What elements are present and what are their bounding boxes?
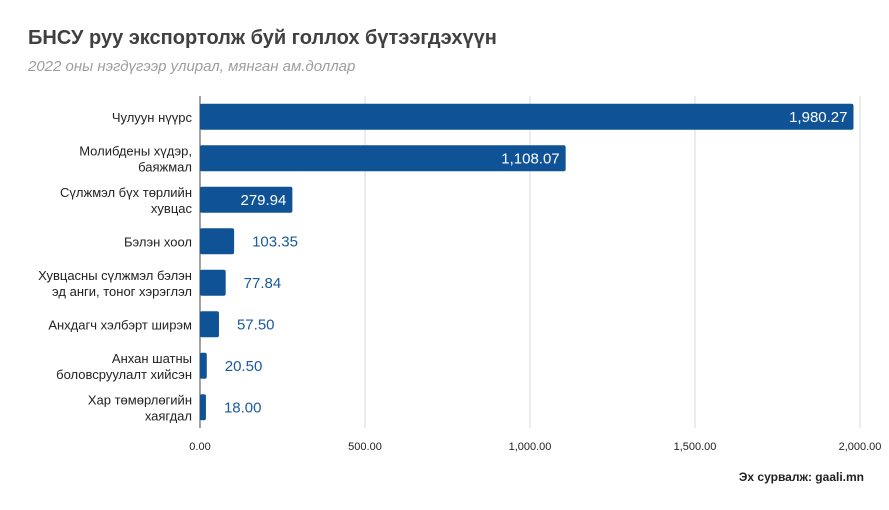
- bar-value-label: 279.94: [240, 192, 286, 209]
- bar-value-label: 1,108.07: [501, 150, 559, 167]
- category-label-line: боловсруулалт хийсэн: [56, 367, 192, 382]
- bar: [200, 311, 219, 338]
- bar: [200, 228, 235, 255]
- category-label-line: Молибдены хүдэр,: [79, 143, 192, 158]
- category-label-line: эд анги, тоног хэрэглэл: [52, 284, 192, 299]
- category-label: Хар төмөрлөгийн хаягдал: [88, 392, 192, 423]
- category-label-line: Хар төмөрлөгийн: [88, 392, 192, 407]
- bar-value-label: 103.35: [252, 233, 298, 250]
- bars: 1,980.27 1,108.07 279.94 103.35 77.84 57.50 20…: [200, 103, 854, 421]
- category-label-line: Сүлжмэл бүх төрлийн: [60, 185, 192, 200]
- x-axis-ticks: 0.00 500.00 1,000.00 1,500.00 2,000.00: [189, 441, 881, 453]
- category-label: Чулуун нүүрс: [112, 110, 193, 125]
- category-labels: Чулуун нүүрс Молибдены хүдэр, баяжмал Сүлжм…: [38, 110, 192, 424]
- x-tick-label: 0.00: [189, 441, 210, 453]
- bar-value-label: 1,980.27: [789, 109, 847, 126]
- bar: [200, 145, 566, 172]
- bar-value-label: 77.84: [244, 275, 282, 292]
- category-label-line: хувцас: [151, 201, 193, 216]
- bar: [200, 352, 207, 379]
- category-label-line: Анхдагч хэлбэрт ширэм: [48, 317, 192, 332]
- category-label-line: Анхан шатны: [112, 351, 192, 366]
- category-label-line: баяжмал: [138, 159, 192, 174]
- bar-value-label: 20.50: [225, 358, 263, 375]
- x-tick-label: 2,000.00: [839, 441, 882, 453]
- bar: [200, 186, 293, 213]
- category-label: Анхдагч хэлбэрт ширэм: [48, 317, 192, 332]
- x-tick-label: 1,500.00: [674, 441, 717, 453]
- bar: [200, 269, 226, 296]
- chart-title: БНСУ руу экспортолж буй голлох бүтээгдэх…: [28, 27, 497, 49]
- category-label-line: Бэлэн хоол: [124, 234, 192, 249]
- bar: [200, 394, 206, 421]
- category-label-line: Чулуун нүүрс: [112, 110, 193, 125]
- category-label: Молибдены хүдэр, баяжмал: [79, 143, 192, 174]
- bar-value-label: 57.50: [237, 316, 275, 333]
- x-tick-label: 1,000.00: [509, 441, 552, 453]
- chart-subtitle: 2022 оны нэгдүгээр улирал, мянган ам.дол…: [28, 58, 356, 75]
- source-note: Эх сурвалж: gaali.mn: [738, 470, 864, 484]
- category-label-line: Хувцасны сүлжмэл бэлэн: [38, 268, 192, 283]
- category-label: Сүлжмэл бүх төрлийн хувцас: [60, 185, 192, 216]
- x-tick-label: 500.00: [348, 441, 382, 453]
- category-label: Хувцасны сүлжмэл бэлэн эд анги, тоног хэр…: [38, 268, 192, 299]
- category-label: Бэлэн хоол: [124, 234, 192, 249]
- bar: [200, 103, 854, 130]
- category-label-line: хаягдал: [145, 408, 192, 423]
- category-label: Анхан шатны боловсруулалт хийсэн: [56, 351, 192, 382]
- bar-value-label: 18.00: [224, 399, 262, 416]
